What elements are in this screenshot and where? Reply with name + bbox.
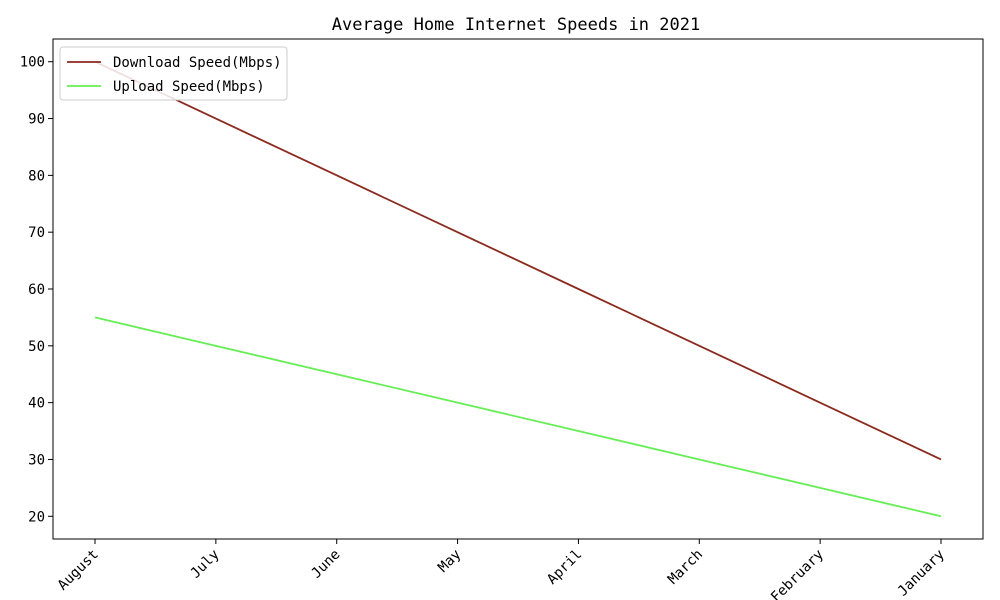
y-tick-label: 40	[28, 396, 45, 412]
chart-title: Average Home Internet Speeds in 2021	[332, 15, 700, 35]
legend-box	[59, 46, 288, 101]
y-tick-label: 100	[20, 55, 45, 71]
x-tick-label: May	[435, 547, 464, 576]
y-tick-label: 90	[28, 112, 45, 128]
y-tick-label: 80	[28, 168, 45, 184]
y-tick-label: 60	[28, 282, 45, 298]
x-tick-label: August	[55, 547, 102, 594]
x-tick-label: April	[544, 547, 585, 588]
x-tick-label: June	[308, 547, 343, 582]
plot-area	[52, 38, 984, 540]
y-tick-label: 20	[28, 509, 45, 525]
x-tick-label: January	[895, 547, 948, 600]
y-axis: 20 30 40 50 60 70 80 90 100	[20, 55, 53, 525]
legend: Download Speed(Mbps) Upload Speed(Mbps)	[59, 46, 288, 101]
legend-label-0: Download Speed(Mbps)	[113, 55, 282, 71]
legend-label-1: Upload Speed(Mbps)	[113, 79, 265, 95]
y-tick-label: 70	[28, 225, 45, 241]
series-lines	[94, 60, 942, 518]
series-line-1	[94, 316, 942, 518]
x-axis: August July June May April March February Janua…	[55, 539, 948, 600]
x-tick-label: February	[768, 547, 827, 600]
x-tick-label: July	[188, 547, 223, 582]
y-tick-label: 50	[28, 339, 45, 355]
series-line-0	[94, 60, 942, 461]
x-tick-label: March	[665, 547, 706, 588]
y-tick-label: 30	[28, 452, 45, 468]
